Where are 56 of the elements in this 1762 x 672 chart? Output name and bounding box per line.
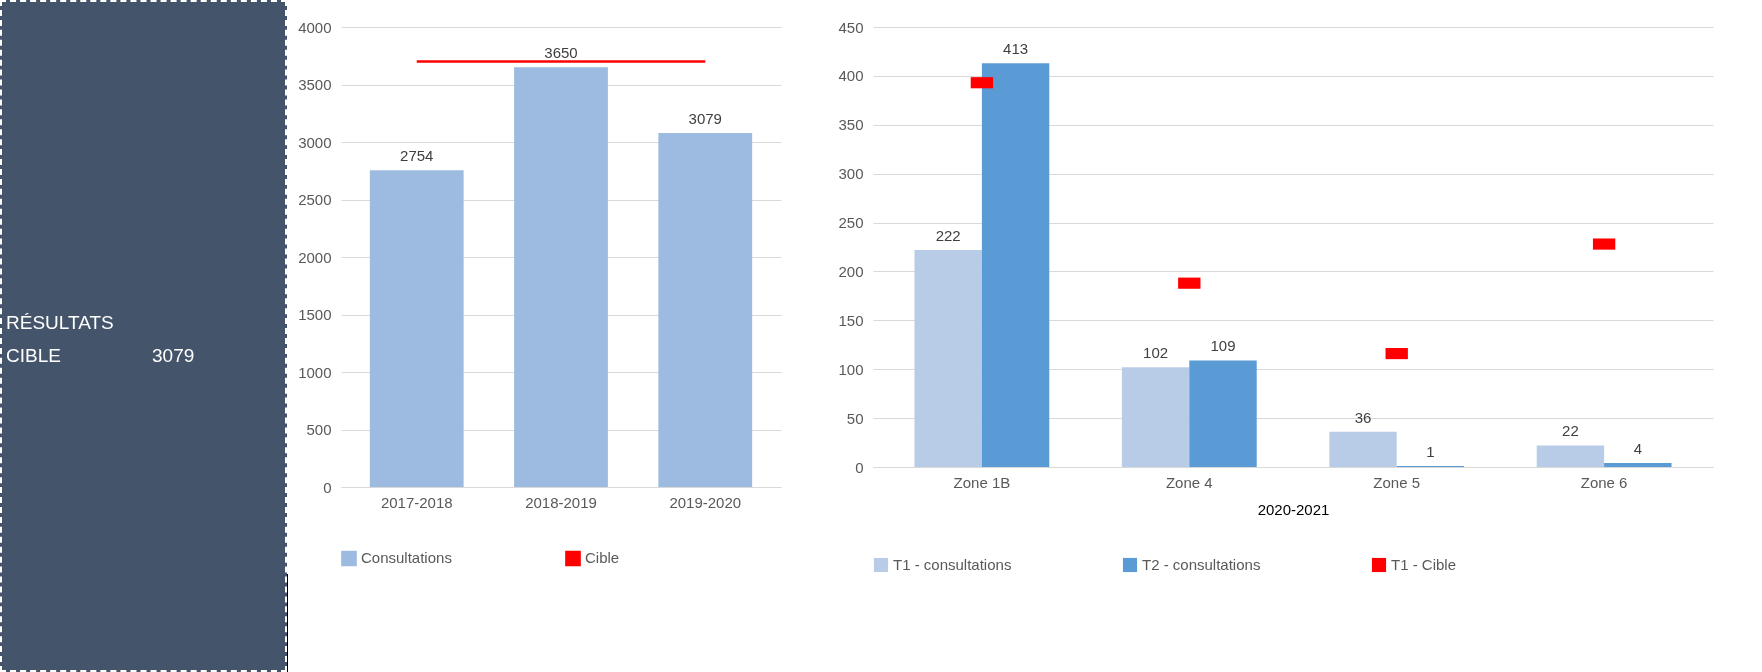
text: CIBLE [6, 345, 61, 367]
x-tick-label: 2017-2018 [380, 493, 453, 511]
y-tick-label: 500 [306, 421, 332, 438]
data-label: 222 [935, 226, 961, 244]
legend-label: Consultations [361, 549, 452, 567]
bar [514, 67, 608, 487]
bar [1121, 367, 1190, 467]
bar [914, 249, 982, 467]
bar [1536, 445, 1605, 467]
y-tick-label: 250 [838, 214, 864, 232]
y-tick-label: 100 [838, 360, 864, 378]
y-tick-label: 3500 [298, 76, 332, 93]
data-label: 109 [1210, 337, 1236, 355]
legend-label: T1 - Cible [1391, 556, 1457, 573]
y-tick-label: 200 [838, 262, 864, 280]
y-tick-label: 2500 [298, 191, 332, 208]
data-label: 3079 [688, 109, 722, 127]
y-tick-label: 1500 [298, 306, 332, 323]
bar [1604, 463, 1672, 467]
y-tick-label: 150 [838, 311, 864, 329]
bar [1329, 431, 1397, 467]
x-tick-label: Zone 4 [1165, 473, 1213, 491]
legend-label: Cible [585, 549, 620, 567]
y-tick-label: 2000 [298, 248, 332, 266]
y-tick-label: 450 [838, 18, 864, 36]
bar [369, 170, 464, 487]
data-label: 22 [1562, 422, 1579, 440]
x-tick-label: Zone 5 [1373, 473, 1421, 491]
x-tick-label: 2019-2020 [669, 493, 742, 511]
text: RÉSULTATS [6, 312, 114, 334]
x-tick-label: 2018-2019 [525, 493, 597, 511]
data-label: 102 [1143, 344, 1169, 362]
data-label: 1 [1426, 443, 1435, 461]
x-axis-title: 2020-2021 [1257, 500, 1330, 518]
y-tick-label: 300 [838, 165, 864, 183]
bar [981, 63, 1050, 467]
y-tick-label: 350 [838, 116, 864, 134]
legend-label: T1 - consultations [893, 556, 1012, 573]
data-label: 3650 [544, 44, 578, 62]
data-label: 2754 [400, 147, 434, 165]
data-label: 413 [1003, 40, 1029, 58]
data-label: 4 [1633, 440, 1642, 458]
text: 3079 [152, 345, 195, 367]
x-tick-label: Zone 6 [1580, 473, 1628, 491]
y-tick-label: 50 [846, 409, 864, 427]
y-tick-label: 0 [855, 458, 864, 476]
y-tick-label: 1000 [298, 363, 332, 381]
legend-label: T2 - consultations [1142, 556, 1261, 573]
data-label: 36 [1354, 408, 1372, 426]
y-tick-label: 3000 [298, 133, 332, 151]
x-tick-label: Zone 1B [953, 473, 1011, 491]
y-tick-label: 4000 [298, 18, 332, 36]
bar [658, 132, 753, 487]
bar [1189, 360, 1257, 467]
y-tick-label: 400 [838, 67, 864, 85]
y-tick-label: 0 [323, 478, 332, 496]
